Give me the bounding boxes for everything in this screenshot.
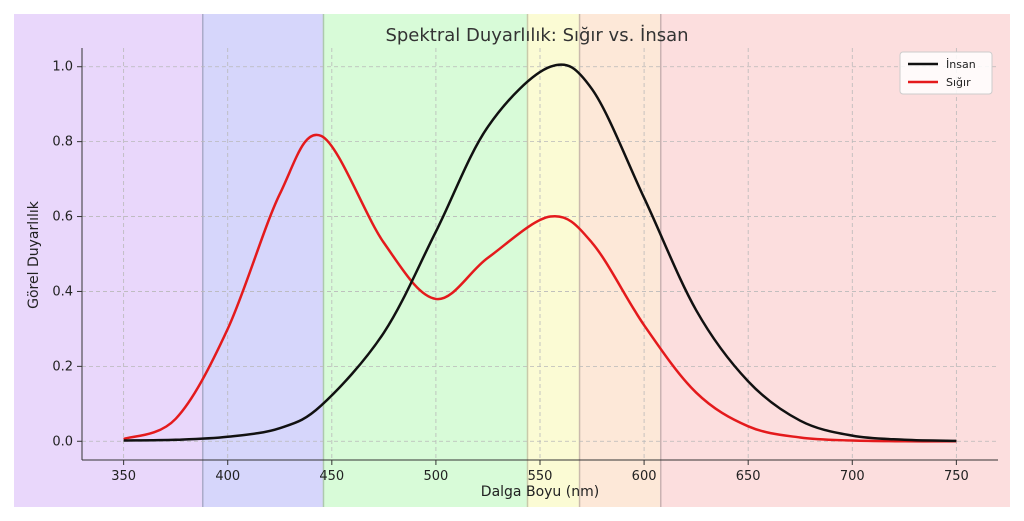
y-tick-label-4: 0.8 [52,135,73,150]
x-tick-label-8: 750 [944,469,969,484]
legend-label-insan: İnsan [946,58,976,71]
x-tick-label-1: 400 [215,469,240,484]
x-tick-label-2: 450 [319,469,344,484]
color-band-3 [527,14,580,507]
series-line-0 [123,63,957,443]
color-band-2 [323,14,528,507]
x-axis-title: Dalga Boyu (nm) [481,484,599,500]
y-tick-label-2: 0.4 [52,284,73,299]
chart-title: Spektral Duyarlılık: Sığır vs. İnsan [385,25,688,46]
tick-labels: 350 400 450 500 550 600 650 700 750 0.0 0.2 0.4 0.6 0… [52,60,968,484]
x-tick-label-3: 500 [423,469,448,484]
x-tick-label-6: 650 [736,469,761,484]
legend-box [899,51,993,95]
color-band-4 [579,14,661,507]
color-band-1 [202,14,324,507]
y-tick-label-0: 0.0 [52,434,73,449]
y-tick-label-5: 1.0 [52,60,73,75]
x-tick-label-7: 700 [840,469,865,484]
x-tick-label-4: 550 [528,469,553,484]
grid-lines [82,48,998,460]
color-bands [14,14,1010,507]
x-tick-label-5: 600 [632,469,657,484]
y-axis-title: Görel Duyarlılık [26,200,42,309]
y-tick-label-1: 0.2 [52,359,73,374]
y-tick-label-3: 0.6 [52,210,73,225]
x-tick-label-0: 350 [111,469,136,484]
series-line-1 [123,133,957,443]
series-lines [123,63,957,443]
color-band-0 [14,14,203,507]
legend-label-sigir: Sığır [946,76,971,89]
color-band-5 [660,14,1010,507]
legend: İnsan Sığır [899,51,993,95]
